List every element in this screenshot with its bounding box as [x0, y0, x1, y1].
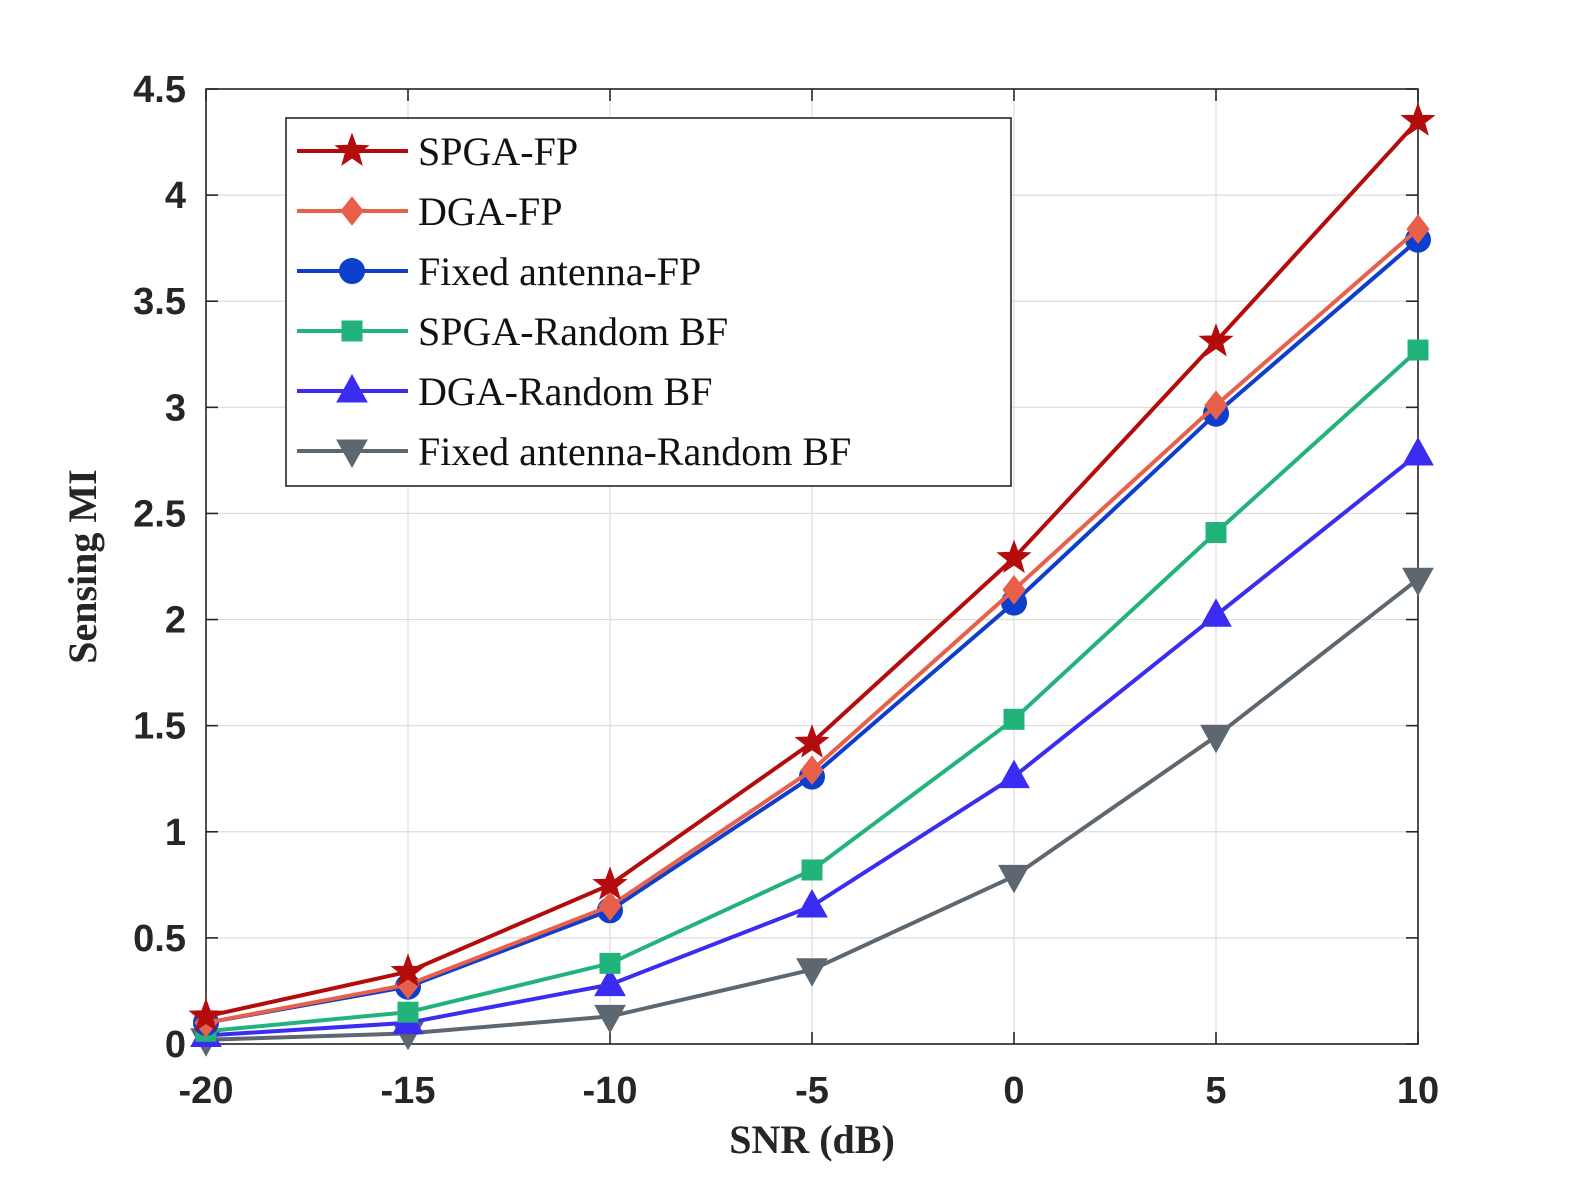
data-point-fixed-antenna-random-bf [594, 1004, 626, 1034]
data-point-spga-fp [1198, 323, 1234, 357]
y-tick-label: 1 [165, 812, 186, 854]
legend-marker [336, 373, 368, 403]
y-axis-title: Sensing MI [60, 469, 105, 664]
legend-label: SPGA-FP [418, 129, 578, 174]
x-axis-title: SNR (dB) [729, 1117, 895, 1162]
data-point-spga-fp [1400, 102, 1436, 136]
y-tick-label: 2 [165, 600, 186, 642]
legend-entry-spga-random-bf: SPGA-Random BF [297, 309, 728, 354]
data-point-spga-random-bf [397, 1001, 419, 1023]
data-point-fixed-antenna-random-bf [998, 864, 1030, 894]
data-point-spga-random-bf [1003, 708, 1025, 730]
legend-marker [340, 196, 364, 226]
data-point-dga-fp [1204, 390, 1228, 421]
legend-entry-spga-fp: SPGA-FP [297, 129, 578, 174]
legend-marker [334, 132, 370, 166]
legend-entry-fixed-antenna-fp: Fixed antenna-FP [297, 249, 701, 294]
x-tick-label: 10 [1397, 1070, 1439, 1112]
data-point-spga-fp [996, 539, 1032, 573]
y-tick-label: 3 [165, 387, 186, 429]
legend-label: Fixed antenna-Random BF [418, 429, 851, 474]
data-point-dga-fp [1002, 575, 1026, 605]
legend-box [285, 117, 1012, 487]
data-point-fixed-antenna-random-bf [1402, 567, 1434, 597]
legend: SPGA-FP DGA-FP Fixed antenna-FP SPGA-Random… [285, 117, 1012, 487]
x-tick-label: 0 [1003, 1070, 1024, 1112]
y-tick-label: 0.5 [133, 918, 186, 960]
data-point-spga-fp [794, 724, 830, 758]
legend-marker [341, 320, 363, 342]
data-point-spga-random-bf [1407, 339, 1429, 361]
legend-entry-fixed-antenna-random-bf: Fixed antenna-Random BF [297, 429, 851, 474]
series-spga-fp [188, 102, 1436, 1032]
series-spga-random-bf [195, 339, 1429, 1042]
legend-entry-dga-fp: DGA-FP [297, 189, 562, 234]
data-point-spga-random-bf [599, 952, 621, 974]
data-point-dga-random-bf [594, 967, 626, 997]
x-tick-label: -5 [795, 1070, 829, 1112]
data-point-dga-fp [598, 891, 622, 921]
data-point-dga-random-bf [1200, 598, 1232, 627]
data-point-dga-fp [1406, 214, 1430, 244]
y-tick-label: 1.5 [133, 706, 186, 748]
y-tick-label: 0 [165, 1024, 186, 1066]
y-tick-label: 4 [165, 175, 186, 217]
axis-ticks: -20 -15 -10 -5 0 5 10 0 0.5 1 1.5 2 2.5 3 3.5 4 4.5 [133, 69, 1439, 1112]
data-point-spga-fp [592, 866, 628, 900]
data-point-fixed-antenna-random-bf [1200, 724, 1232, 754]
data-point-dga-random-bf [998, 759, 1030, 789]
legend-label: DGA-FP [418, 189, 562, 234]
series-lines [188, 102, 1436, 1057]
data-point-spga-fp [188, 997, 224, 1032]
legend-label: SPGA-Random BF [418, 309, 728, 354]
data-point-dga-random-bf [1402, 436, 1434, 466]
data-point-spga-random-bf [1205, 522, 1227, 544]
data-point-dga-fp [800, 755, 824, 786]
y-tick-label: 3.5 [133, 281, 186, 323]
x-tick-label: -20 [179, 1070, 234, 1112]
legend-marker [339, 258, 365, 284]
legend-marker [336, 439, 368, 469]
x-tick-label: -10 [583, 1070, 638, 1112]
data-point-spga-random-bf [801, 859, 823, 881]
y-tick-label: 4.5 [133, 69, 186, 111]
data-point-spga-fp [390, 953, 426, 987]
legend-label: DGA-Random BF [418, 369, 712, 414]
y-tick-label: 2.5 [133, 493, 186, 535]
x-tick-label: 5 [1205, 1070, 1226, 1112]
legend-label: Fixed antenna-FP [418, 249, 701, 294]
legend-entry-dga-random-bf: DGA-Random BF [297, 369, 712, 414]
data-point-fixed-antenna-random-bf [796, 958, 828, 987]
x-tick-label: -15 [381, 1070, 436, 1112]
data-point-dga-random-bf [796, 889, 828, 918]
